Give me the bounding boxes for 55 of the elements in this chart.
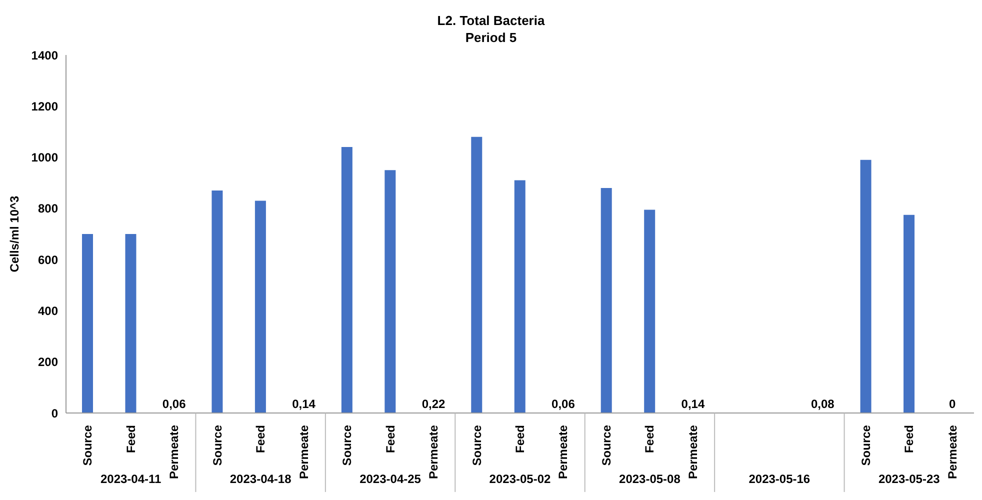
x-tick-label: Permeate xyxy=(426,424,441,480)
data-label: 0,22 xyxy=(422,396,446,411)
bar xyxy=(212,190,223,413)
text: 2023-04-18 xyxy=(230,472,292,486)
data-label: 0,06 xyxy=(162,396,186,411)
bar xyxy=(254,200,266,413)
y-tick-label: 400 xyxy=(38,304,58,318)
y-axis-title: Cells/ml 10^3 xyxy=(7,195,22,272)
x-tick-label: Source xyxy=(599,424,614,466)
bar xyxy=(384,170,396,413)
x-tick-label: Source xyxy=(858,424,873,466)
chart-title: L2. Total Bacteria xyxy=(436,12,546,29)
x-tick-label: Feed xyxy=(902,425,916,454)
y-tick-label: 200 xyxy=(38,355,58,370)
bar xyxy=(860,160,872,413)
x-tick-label: Permeate xyxy=(167,424,182,480)
x-tick-label: Source xyxy=(470,424,484,466)
x-tick-label: Permeate xyxy=(556,424,570,480)
text: 2023-05-23 xyxy=(878,472,940,486)
bar xyxy=(514,180,526,413)
bar xyxy=(904,214,915,413)
y-tick-label: 800 xyxy=(38,202,58,216)
x-tick-label: Permeate xyxy=(686,424,700,480)
text: 2023-04-25 xyxy=(360,472,422,486)
bar xyxy=(471,136,482,413)
x-tick-label: Source xyxy=(210,424,224,466)
x-tick-label: Feed xyxy=(383,425,398,454)
y-tick-label: 1200 xyxy=(31,99,58,114)
bar xyxy=(82,234,93,413)
y-tick-label: 600 xyxy=(38,252,58,267)
data-label: 0,06 xyxy=(552,396,576,411)
x-tick-label: Feed xyxy=(513,425,527,454)
x-tick-label: Source xyxy=(340,424,354,466)
x-tick-label: Permeate xyxy=(945,424,960,480)
bar xyxy=(125,234,136,413)
text: 2023-05-08 xyxy=(619,472,681,486)
y-tick-label: 1000 xyxy=(31,150,58,165)
data-label: 0,14 xyxy=(681,396,705,411)
data-label: 0,14 xyxy=(292,396,316,411)
chart-subtitle: Period 5 xyxy=(464,29,518,46)
y-tick-label: 1400 xyxy=(31,48,58,62)
x-tick-label: Feed xyxy=(254,425,268,454)
text: 2023-04-11 xyxy=(100,472,162,486)
data-label: 0,08 xyxy=(810,396,835,411)
x-tick-label: Permeate xyxy=(296,424,311,480)
x-tick-label: Source xyxy=(80,424,95,466)
x-tick-label: Feed xyxy=(124,425,138,454)
text: 2023-05-16 xyxy=(748,472,810,486)
bar xyxy=(341,147,352,413)
x-tick-label: Feed xyxy=(642,425,657,454)
bar xyxy=(644,210,656,413)
bar xyxy=(600,188,612,413)
data-label: 0 xyxy=(949,397,956,411)
text: 2023-05-02 xyxy=(489,472,552,486)
y-tick-label: 0 xyxy=(51,406,58,420)
